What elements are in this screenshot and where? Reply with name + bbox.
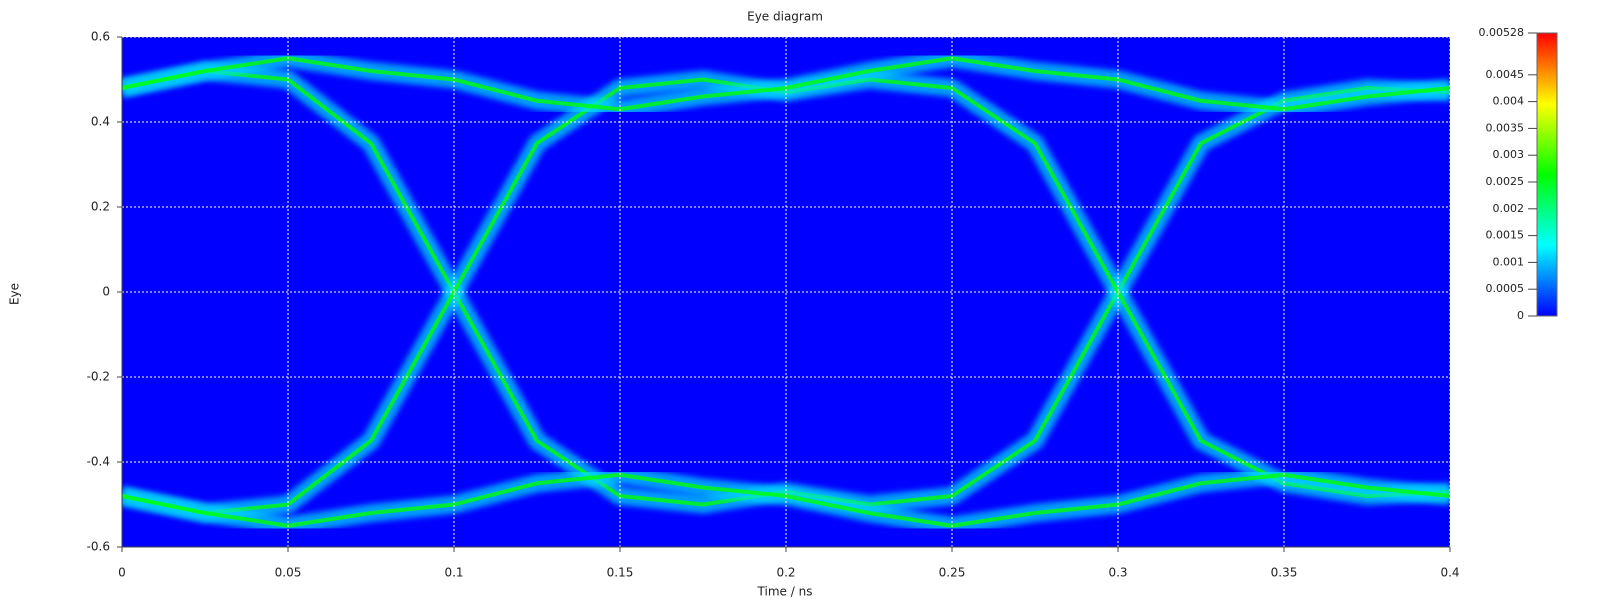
- trace: [122, 56, 1450, 112]
- y-tick-label: 0.6: [91, 30, 110, 44]
- colorbar-gradient: [1536, 32, 1558, 317]
- colorbar-tick-label: 0.0015: [1486, 229, 1525, 242]
- x-axis-label: Time / ns: [757, 585, 813, 599]
- ticks: 0 0.05 0.1 0.15 0.2 0.25 0.3 0.35 0.4 -0.6 -0.4 -0.…: [87, 30, 1460, 580]
- colorbar-tick-label: 0.0045: [1486, 68, 1525, 81]
- x-tick-label: 0.35: [1271, 566, 1298, 580]
- x-tick-label: 0.25: [939, 566, 966, 580]
- colorbar-tick-label: 0: [1517, 309, 1524, 322]
- y-tick-label: 0.2: [91, 200, 110, 214]
- colorbar-tick-label: 0.001: [1493, 255, 1525, 268]
- x-tick-label: 0.2: [776, 566, 795, 580]
- y-tick-label: 0: [102, 285, 110, 299]
- colorbar-tick-label: 0.0035: [1486, 121, 1525, 134]
- y-tick-label: -0.2: [87, 370, 110, 384]
- chart-title: Eye diagram: [747, 10, 823, 24]
- colorbar: 0 0.0005 0.001 0.0015 0.002 0.0025 0.003 0.0035…: [1479, 26, 1558, 322]
- y-axis-label: Eye: [8, 283, 22, 305]
- y-tick-label: 0.4: [91, 115, 110, 129]
- colorbar-tick-label: 0.0005: [1486, 282, 1525, 295]
- colorbar-tick-label: 0.0025: [1486, 175, 1525, 188]
- trace: [122, 472, 1450, 528]
- y-tick-label: -0.4: [87, 455, 110, 469]
- y-tick-label: -0.6: [87, 540, 110, 554]
- x-tick-label: 0.05: [275, 566, 302, 580]
- x-tick-label: 0.15: [607, 566, 634, 580]
- colorbar-tick-label: 0.002: [1493, 202, 1525, 215]
- colorbar-tick-label: 0.00528: [1479, 26, 1525, 39]
- x-tick-label: 0.4: [1440, 566, 1459, 580]
- colorbar-tick-label: 0.004: [1493, 95, 1525, 108]
- x-tick-label: 0: [118, 566, 126, 580]
- x-tick-label: 0.3: [1108, 566, 1127, 580]
- x-tick-label: 0.1: [444, 566, 463, 580]
- colorbar-tick-label: 0.003: [1493, 148, 1525, 161]
